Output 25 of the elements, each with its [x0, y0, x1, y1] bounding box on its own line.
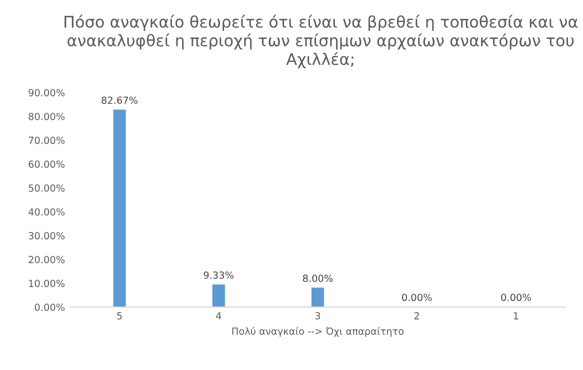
x-tick-label: 5	[117, 312, 122, 320]
bar	[212, 284, 225, 308]
y-tick-label: 30.00%	[28, 232, 65, 240]
y-tick-label: 60.00%	[28, 160, 65, 168]
x-tick-label: 4	[216, 312, 222, 320]
data-label: 82.67%	[102, 96, 138, 104]
data-label: 8.00%	[302, 274, 333, 282]
y-tick-label: 70.00%	[28, 136, 65, 144]
y-tick-label: 80.00%	[28, 112, 65, 120]
chart-title: Πόσο αναγκαίο θεωρείτε ότι είναι να βρεθεί η τοποθεσία και να ανακαλυφθεί η περιοχή των επίσημων αρχαίων ανακτόρων του Αχιλλέα;	[64, 14, 578, 68]
x-tick-label: 3	[315, 312, 320, 320]
y-tick-label: 90.00%	[28, 88, 65, 96]
data-label: 0.00%	[402, 294, 432, 302]
data-label: 0.00%	[501, 294, 531, 302]
y-tick-label: 50.00%	[28, 184, 65, 192]
y-tick-label: 0.00%	[34, 304, 65, 311]
x-axis-title: Πολύ αναγκαίο --> Όχι απαραίτητο	[232, 326, 404, 337]
bar	[311, 288, 324, 308]
x-tick-label: 1	[514, 312, 518, 320]
data-label: 9.33%	[204, 271, 234, 279]
y-tick-label: 10.00%	[29, 280, 65, 288]
y-tick-label: 40.00%	[28, 208, 65, 216]
y-tick-label: 20.00%	[28, 256, 65, 264]
x-tick-label: 2	[414, 312, 419, 320]
bar	[113, 110, 126, 308]
